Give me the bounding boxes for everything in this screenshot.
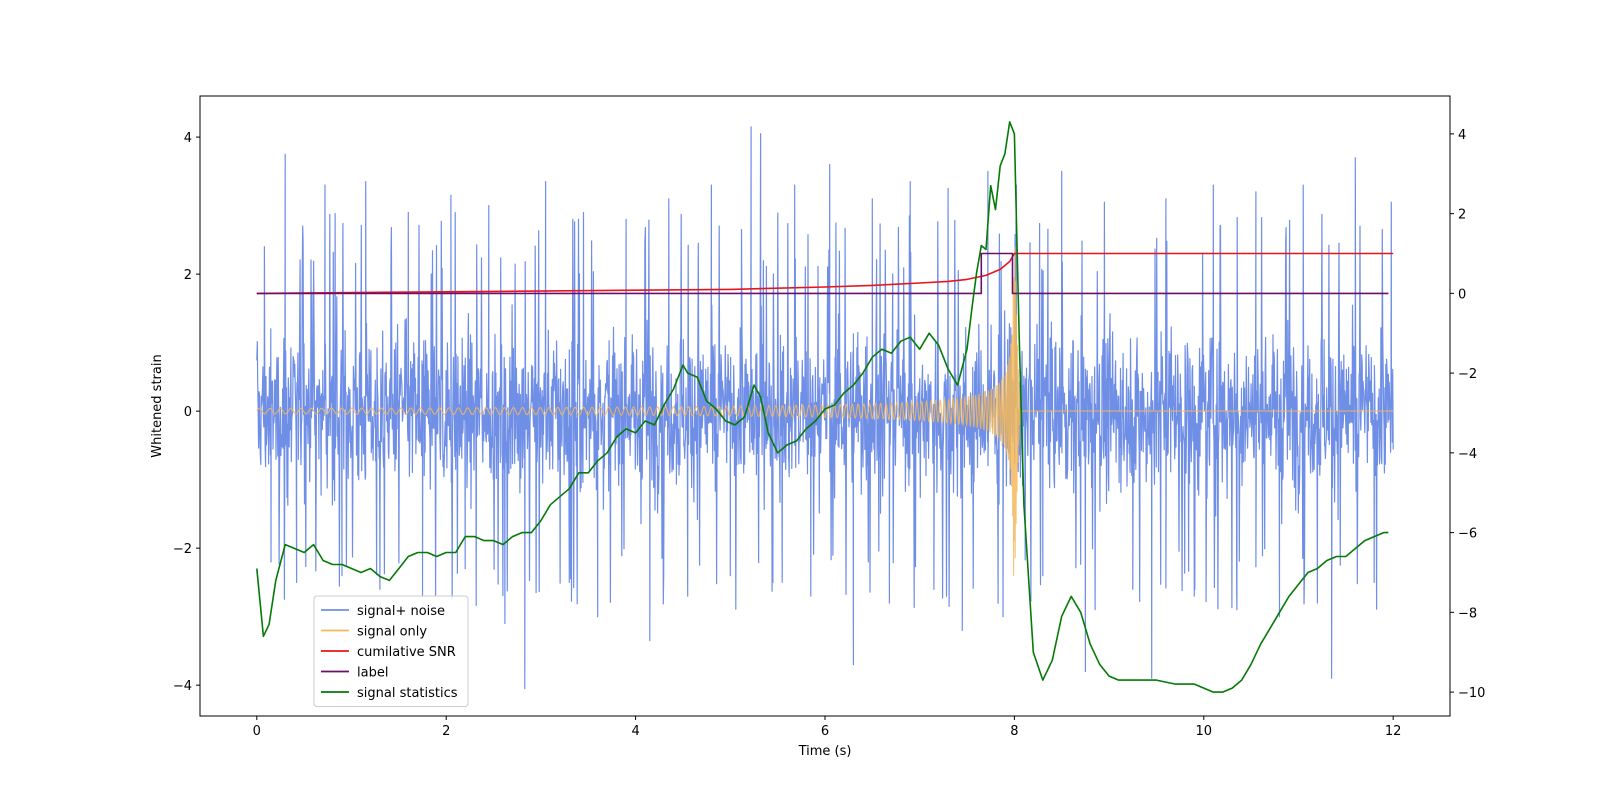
legend-label: signal only <box>357 625 427 640</box>
series-line-signal-statistics <box>256 121 1389 693</box>
y2-tick-label: −2 <box>1458 367 1477 382</box>
legend: signal+ noise signal only cumilative SNR la… <box>313 595 469 707</box>
y2-tick-label: 2 <box>1458 208 1466 223</box>
series-line-signal-noise <box>256 126 1394 690</box>
y-tick-label: 2 <box>184 268 192 283</box>
y-axis-left: −4 −2 0 2 4 <box>173 131 200 694</box>
y-tick-label: 0 <box>184 405 192 420</box>
legend-label: cumilative SNR <box>357 645 456 660</box>
y2-tick-label: −10 <box>1458 686 1485 701</box>
x-tick-label: 10 <box>1196 724 1213 739</box>
y-tick-label: 4 <box>184 131 192 146</box>
y-axis-right: −10 −8 −6 −4 −2 0 2 4 <box>1450 128 1485 701</box>
y2-tick-label: 4 <box>1458 128 1466 143</box>
legend-box <box>313 595 469 707</box>
x-tick-label: 8 <box>1010 724 1018 739</box>
y2-tick-label: −4 <box>1458 447 1477 462</box>
series-line-signal-only <box>256 247 1394 576</box>
legend-label: label <box>357 666 388 681</box>
y-tick-label: −2 <box>173 542 192 557</box>
x-tick-label: 4 <box>631 724 639 739</box>
data-layer <box>256 121 1394 693</box>
x-tick-label: 0 <box>253 724 261 739</box>
legend-label: signal+ noise <box>357 604 445 619</box>
y-axis-label: Whitened strain <box>150 354 165 457</box>
x-axis: 0 2 4 6 8 10 12 <box>253 716 1402 739</box>
series-line-label <box>256 252 1389 295</box>
x-tick-label: 6 <box>821 724 829 739</box>
y2-tick-label: −8 <box>1458 606 1477 621</box>
legend-label: signal statistics <box>357 686 458 701</box>
y2-tick-label: 0 <box>1458 287 1466 302</box>
x-tick-label: 2 <box>442 724 450 739</box>
x-tick-label: 12 <box>1385 724 1402 739</box>
y-tick-label: −4 <box>173 679 192 694</box>
x-axis-label: Time (s) <box>798 744 852 759</box>
y2-tick-label: −6 <box>1458 527 1477 542</box>
